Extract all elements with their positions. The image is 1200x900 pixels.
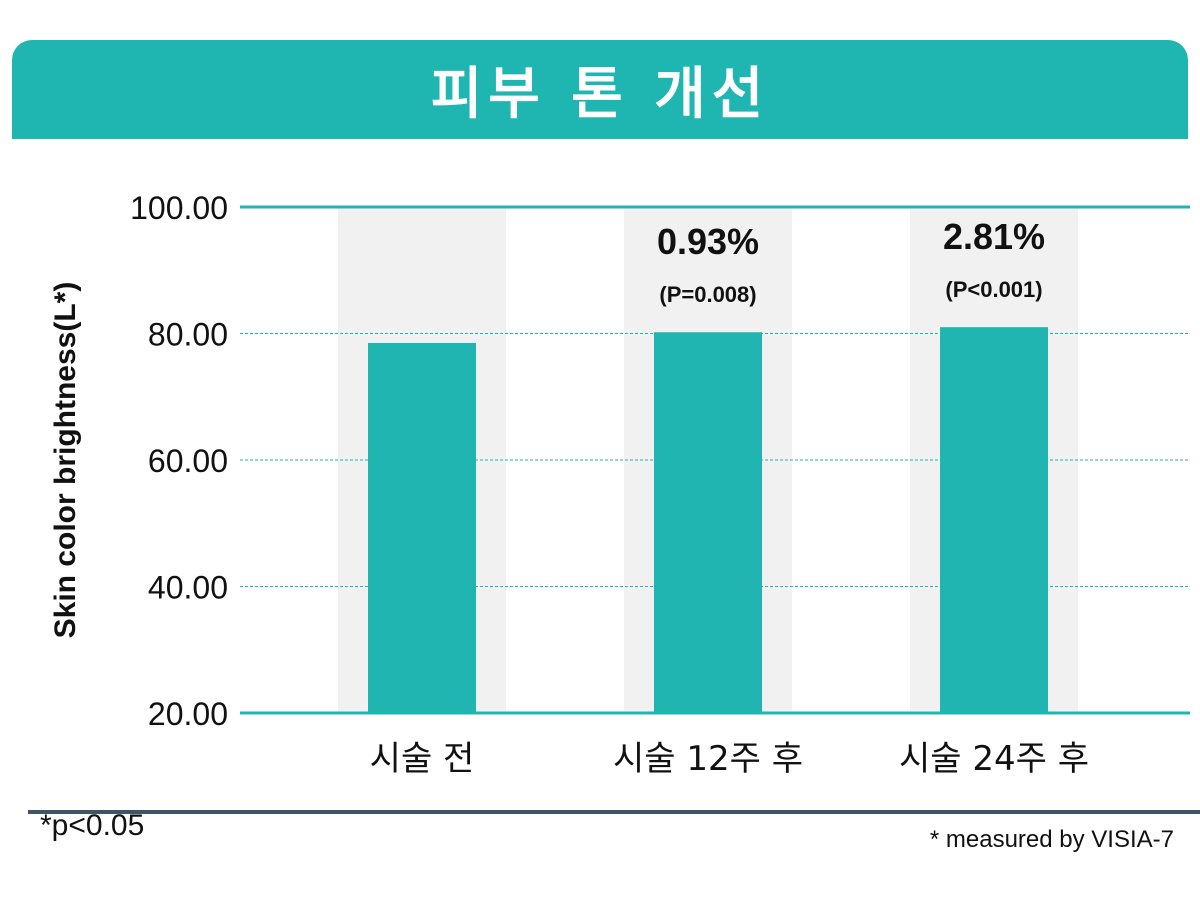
percent-change-label: 0.93% [657,221,759,262]
bar [940,327,1048,713]
y-tick-label: 20.00 [148,696,228,732]
y-tick-label: 60.00 [148,443,228,479]
bar [368,342,476,713]
percent-change-label: 2.81% [943,216,1045,257]
y-tick-label: 100.00 [130,190,228,226]
x-tick-label: 시술 12주 후 [613,739,803,779]
footer-divider [28,810,1200,814]
x-tick-label: 시술 전 [370,739,475,779]
y-tick-label: 80.00 [148,317,228,353]
y-axis-label: Skin color brightness(L*) [49,282,82,639]
p-value-label: (P=0.008) [659,282,756,307]
page-title: 피부 톤 개선 [430,62,770,127]
x-tick-label: 시술 24주 후 [899,739,1089,779]
header-banner: 피부 톤 개선 [12,40,1188,139]
measurement-footnote: * measured by VISIA-7 [929,826,1174,853]
p-value-label: (P<0.001) [945,277,1042,302]
significance-footnote: *p<0.05 [40,809,145,842]
bar-chart: 100.00 80.00 60.00 40.00 20.00 Skin color bri… [49,190,1190,779]
bar [654,332,762,713]
y-tick-label: 40.00 [148,570,228,606]
